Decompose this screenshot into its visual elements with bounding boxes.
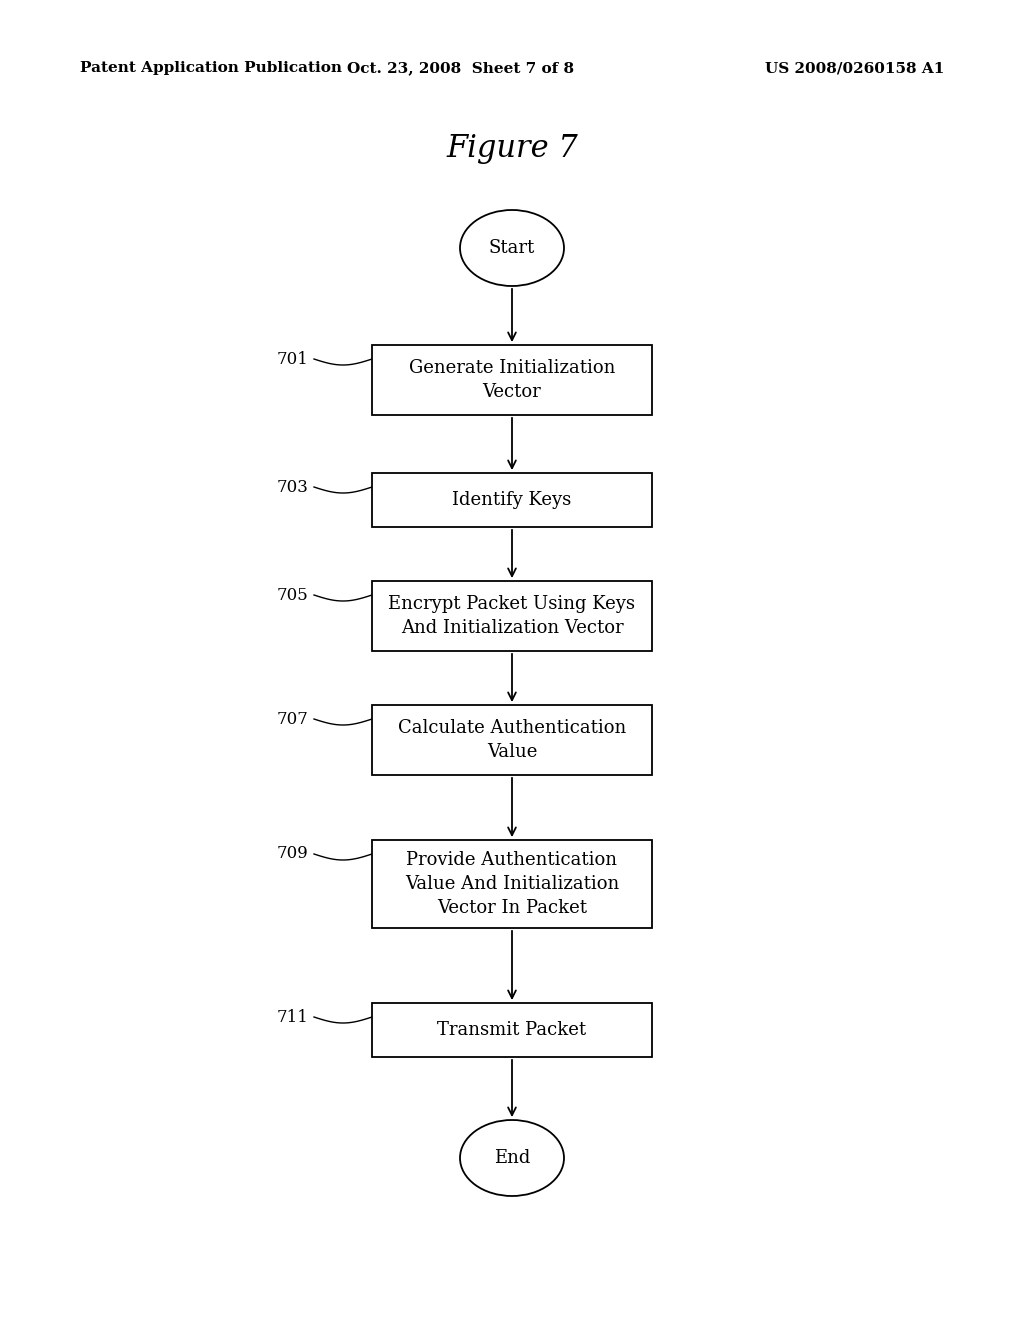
Bar — [372, 840, 652, 928]
Text: Transmit Packet: Transmit Packet — [437, 1020, 587, 1039]
Text: Patent Application Publication: Patent Application Publication — [80, 61, 342, 75]
Ellipse shape — [460, 1119, 564, 1196]
Text: Identify Keys: Identify Keys — [453, 491, 571, 510]
Text: 707: 707 — [276, 710, 308, 727]
Bar — [372, 705, 652, 775]
Text: Figure 7: Figure 7 — [446, 132, 578, 164]
Text: End: End — [494, 1148, 530, 1167]
Bar — [372, 581, 652, 651]
Text: Provide Authentication
Value And Initialization
Vector In Packet: Provide Authentication Value And Initial… — [404, 851, 620, 916]
Text: Calculate Authentication
Value: Calculate Authentication Value — [398, 719, 626, 760]
Text: Encrypt Packet Using Keys
And Initialization Vector: Encrypt Packet Using Keys And Initializa… — [388, 595, 636, 636]
Text: 709: 709 — [276, 846, 308, 862]
Text: Start: Start — [488, 239, 536, 257]
Bar — [372, 345, 652, 414]
Text: Oct. 23, 2008  Sheet 7 of 8: Oct. 23, 2008 Sheet 7 of 8 — [347, 61, 574, 75]
Bar — [372, 473, 652, 527]
Bar — [372, 1003, 652, 1057]
Text: 703: 703 — [276, 479, 308, 495]
Text: US 2008/0260158 A1: US 2008/0260158 A1 — [765, 61, 944, 75]
Text: 705: 705 — [276, 586, 308, 603]
Text: Generate Initialization
Vector: Generate Initialization Vector — [409, 359, 615, 401]
Text: 711: 711 — [276, 1008, 308, 1026]
Ellipse shape — [460, 210, 564, 286]
Text: 701: 701 — [276, 351, 308, 367]
